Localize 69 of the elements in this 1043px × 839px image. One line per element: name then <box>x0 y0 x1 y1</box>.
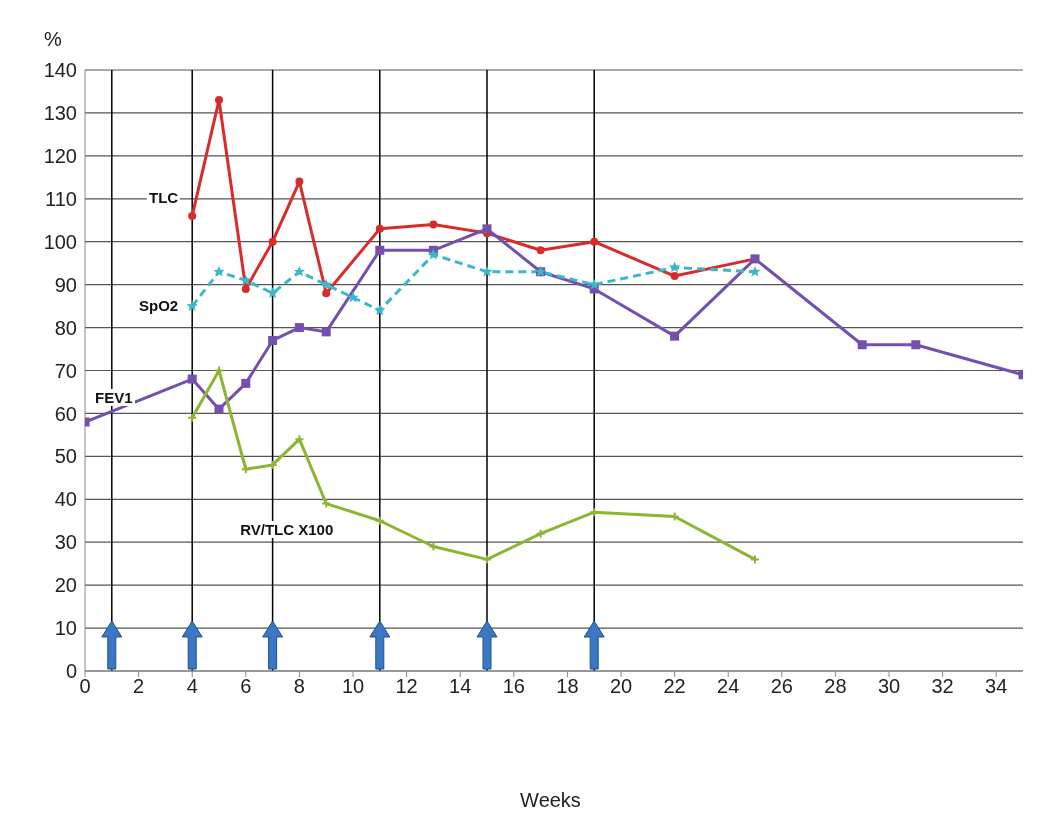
y-tick-label: 110 <box>45 187 77 210</box>
y-tick-label: 130 <box>43 102 77 125</box>
point <box>749 265 761 277</box>
y-tick-label: 90 <box>54 273 77 296</box>
x-tick-label: 26 <box>770 675 793 698</box>
point <box>347 291 359 303</box>
series-label: SpO2 <box>137 297 181 315</box>
x-tick-label: 24 <box>717 675 740 698</box>
x-tick-label: 6 <box>240 675 252 698</box>
x-axis-title: Weeks <box>519 789 582 812</box>
x-tick-label: 34 <box>985 675 1008 698</box>
y-tick-label: 70 <box>54 359 77 382</box>
point <box>482 224 492 234</box>
point <box>911 340 921 350</box>
y-tick-label: 140 <box>43 59 77 82</box>
x-tick-label: 12 <box>395 675 418 698</box>
point <box>670 272 679 281</box>
point <box>294 323 304 333</box>
y-tick-label: 60 <box>54 402 77 425</box>
y-tick-label: 100 <box>43 230 77 253</box>
point <box>374 304 386 316</box>
point <box>857 340 867 350</box>
y-axis-title: % <box>44 28 62 51</box>
x-tick-label: 4 <box>186 675 198 698</box>
point <box>375 224 384 233</box>
y-tick-label: 30 <box>54 531 77 554</box>
y-tick-label: 40 <box>54 488 77 511</box>
y-tick-label: 10 <box>54 617 77 640</box>
series-label: RV/TLC X100 <box>238 520 336 538</box>
series-label: TLC <box>147 188 181 206</box>
point <box>268 335 278 345</box>
point <box>215 96 223 105</box>
point <box>268 237 277 246</box>
point <box>187 374 197 384</box>
x-tick-label: 30 <box>877 675 901 698</box>
x-tick-label: 16 <box>502 675 525 698</box>
point <box>321 327 331 337</box>
point <box>427 248 440 260</box>
point <box>293 265 306 277</box>
x-tick-label: 0 <box>79 675 91 698</box>
x-tick-label: 20 <box>609 675 633 698</box>
y-tick-label: 20 <box>54 574 77 597</box>
point <box>241 284 250 293</box>
point <box>536 246 545 255</box>
point <box>186 300 198 311</box>
x-tick-label: 2 <box>133 675 145 698</box>
point <box>213 265 225 277</box>
x-tick-label: 18 <box>556 675 579 698</box>
point <box>322 289 331 298</box>
point <box>670 331 680 341</box>
point <box>241 378 251 388</box>
point <box>375 245 385 255</box>
x-tick-label: 28 <box>824 675 847 698</box>
x-tick-label: 14 <box>449 675 472 698</box>
point <box>590 237 599 246</box>
y-tick-label: 120 <box>43 144 77 167</box>
y-tick-label: 80 <box>54 316 77 339</box>
series-label: FEV1 <box>93 389 135 406</box>
x-tick-label: 8 <box>293 675 305 698</box>
x-tick-label: 22 <box>663 675 686 698</box>
y-tick-label: 50 <box>54 445 77 468</box>
y-tick-label: 0 <box>65 660 77 683</box>
point <box>429 220 438 229</box>
point <box>668 261 681 273</box>
point <box>295 177 304 186</box>
point <box>214 404 224 414</box>
x-tick-label: 10 <box>341 675 365 698</box>
point <box>188 211 197 220</box>
x-tick-label: 32 <box>931 675 954 698</box>
